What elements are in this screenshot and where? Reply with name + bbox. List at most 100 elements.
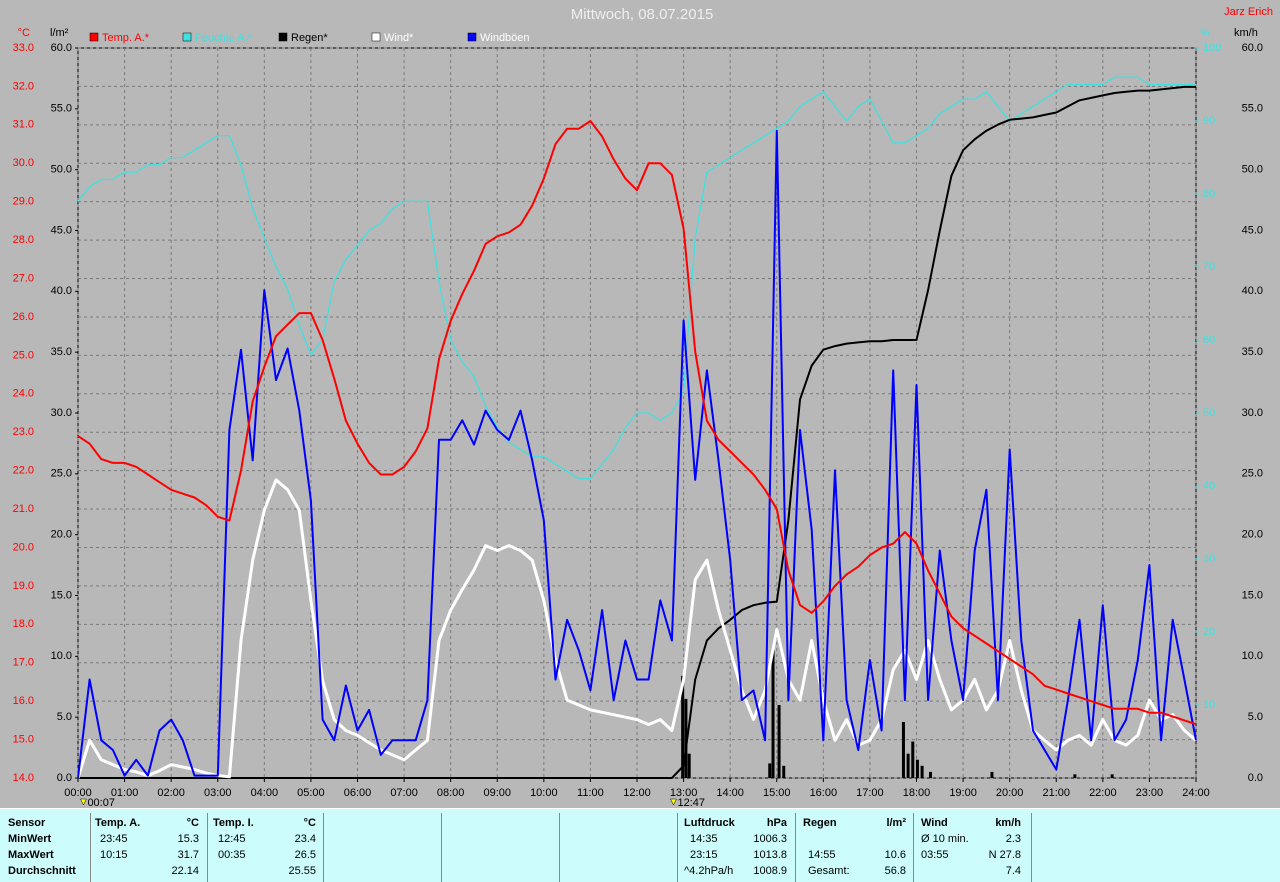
marker-icon	[80, 798, 87, 806]
x-tick-label: 08:00	[437, 787, 465, 799]
stats-table: Sensor Temp. A. °C Temp. I. °C Luftdruck hPa Re…	[0, 808, 1280, 882]
series-line	[77, 129, 1197, 779]
rain-bar	[771, 649, 775, 778]
x-tick-label: 21:00	[1042, 787, 1070, 799]
table-cell: 14:35	[690, 833, 718, 845]
legend-label: Wind*	[384, 32, 414, 44]
y4-tick-label: 20.0	[1242, 529, 1263, 541]
table-header: Sensor	[8, 817, 46, 829]
rain-bar	[920, 765, 924, 778]
table-separator	[90, 813, 91, 882]
x-tick-label: 24:00	[1182, 787, 1210, 799]
x-tick-label: 19:00	[949, 787, 977, 799]
series-line	[76, 478, 1197, 779]
rain-bar	[990, 771, 994, 778]
y-tick-label: 29.0	[13, 196, 34, 208]
table-separator	[1031, 813, 1032, 882]
y2-tick-label: 10.0	[51, 650, 72, 662]
table-header: Temp. I.	[213, 817, 254, 829]
y-tick-label: 16.0	[13, 695, 34, 707]
table-cell: 1006.3	[753, 833, 787, 845]
y-tick-label: 25.0	[13, 349, 34, 361]
table-header: °C	[303, 817, 316, 829]
y-tick-label: 30.0	[13, 157, 34, 169]
y2-tick-label: 25.0	[51, 468, 72, 480]
y4-tick-label: 10.0	[1242, 650, 1263, 662]
table-cell: 00:35	[218, 849, 246, 861]
y2-tick-label: 0.0	[57, 772, 72, 784]
y4-tick-label: 40.0	[1242, 285, 1263, 297]
y-tick-label: 23.0	[13, 426, 34, 438]
table-header: km/h	[995, 817, 1021, 829]
table-cell: ^4.2hPa/h	[684, 865, 734, 877]
rain-bar	[911, 741, 915, 778]
x-tick-label: 23:00	[1136, 787, 1164, 799]
y-tick-label: 28.0	[13, 234, 34, 246]
y3-tick-label: 10	[1203, 699, 1215, 711]
y-tick-label: 19.0	[13, 580, 34, 592]
table-cell: Gesamt:	[808, 865, 850, 877]
rain-bar	[782, 765, 786, 778]
table-cell: 7.4	[1005, 865, 1021, 877]
table-cell: 23:15	[690, 849, 718, 861]
y3-unit: %	[1200, 27, 1210, 39]
y2-tick-label: 20.0	[51, 529, 72, 541]
y2-unit: l/m²	[50, 27, 69, 39]
x-tick-label: 09:00	[483, 787, 511, 799]
y-tick-label: 14.0	[13, 772, 34, 784]
row-label: MinWert	[8, 833, 52, 845]
grid	[77, 47, 1197, 779]
y3-tick-label: 80	[1203, 188, 1215, 200]
x-tick-label: 10:00	[530, 787, 558, 799]
table-header: Wind	[921, 817, 948, 829]
y4-tick-label: 25.0	[1242, 468, 1263, 480]
y-tick-label: 31.0	[13, 119, 34, 131]
rain-bar	[901, 722, 905, 778]
table-cell: 2.3	[1005, 833, 1021, 845]
table-cell: Ø 10 min.	[921, 833, 969, 845]
x-tick-label: 03:00	[204, 787, 232, 799]
table-header: l/m²	[886, 817, 906, 829]
y-tick-label: 33.0	[13, 42, 34, 54]
rain-bar	[681, 675, 685, 778]
y4-tick-label: 0.0	[1248, 772, 1263, 784]
x-tick-label: 02:00	[157, 787, 185, 799]
legend-swatch	[182, 32, 192, 42]
table-cell: 23.4	[294, 833, 316, 845]
y-tick-label: 22.0	[13, 465, 34, 477]
x-tick-label: 04:00	[251, 787, 279, 799]
table-cell: 12:45	[218, 833, 246, 845]
rain-bar	[1073, 774, 1077, 778]
legend-swatch	[278, 32, 288, 42]
chart: Mittwoch, 08.07.2015 Jarz Erich °C l/m² …	[13, 6, 1273, 808]
table-cell: 26.5	[294, 849, 316, 861]
y2-tick-label: 55.0	[51, 103, 72, 115]
chart-title: Mittwoch, 08.07.2015	[571, 6, 714, 23]
table-cell: 10.6	[884, 849, 906, 861]
y4-tick-label: 30.0	[1242, 407, 1263, 419]
table-cell: 23:45	[100, 833, 128, 845]
x-tick-label: 00:00	[64, 787, 92, 799]
x-tick-label: 07:00	[390, 787, 418, 799]
y4-tick-label: 15.0	[1242, 589, 1263, 601]
y3-tick-label: 50	[1203, 407, 1215, 419]
x-tick-label: 20:00	[996, 787, 1024, 799]
x-tick-label: 17:00	[856, 787, 884, 799]
y4-tick-label: 55.0	[1242, 103, 1263, 115]
x-tick-label: 16:00	[810, 787, 838, 799]
rain-bar	[777, 705, 781, 778]
legend-swatch	[467, 32, 477, 42]
y-tick-label: 27.0	[13, 272, 34, 284]
x-tick-label: 14:00	[716, 787, 744, 799]
table-cell: 56.8	[884, 865, 906, 877]
y3-tick-label: 40	[1203, 480, 1215, 492]
table-header: hPa	[766, 817, 787, 829]
table-header: Luftdruck	[684, 817, 735, 829]
legend-label: Feuchte A.*	[195, 32, 253, 44]
table-separator	[913, 813, 914, 882]
y3-tick-label: 20	[1203, 626, 1215, 638]
row-label: Durchschnitt	[8, 865, 76, 877]
legend-label: Regen*	[291, 32, 328, 44]
x-tick-label: 15:00	[763, 787, 791, 799]
table-header: Temp. A.	[95, 817, 141, 829]
